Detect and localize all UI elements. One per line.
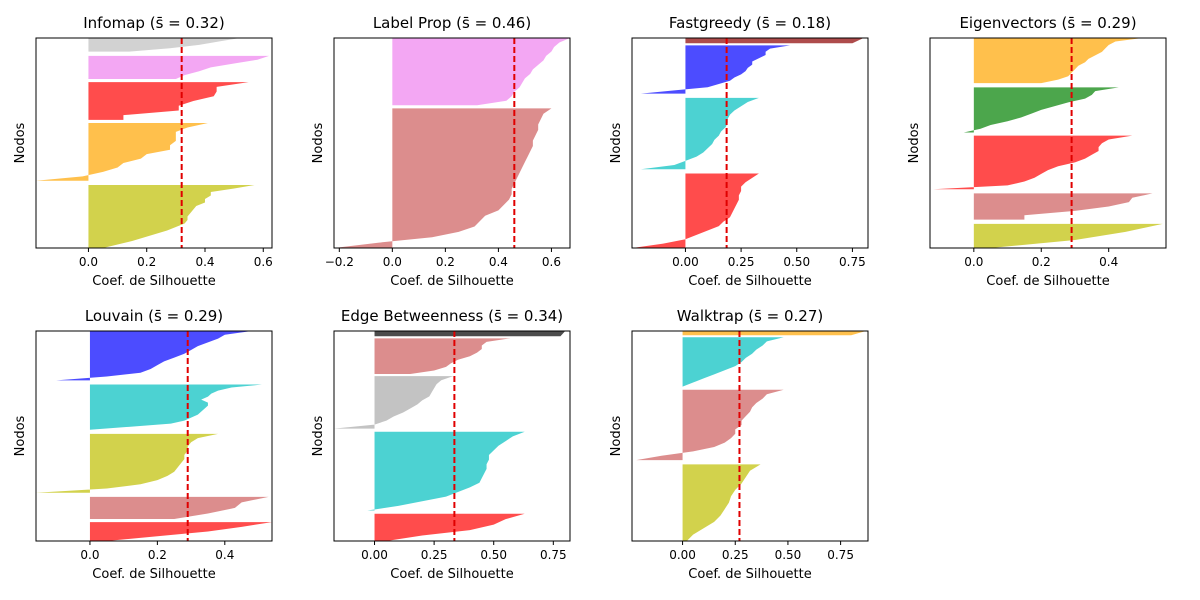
x-tick-label: 0.25 xyxy=(722,548,749,562)
x-tick-label: 0.4 xyxy=(215,548,234,562)
x-tick-label: 0.2 xyxy=(436,255,455,269)
subplot-fastgreedy: Fastgreedy (s̄ = 0.18) 0.00 0.25 0.50 0.75 Co… xyxy=(609,14,869,289)
subplot-title: Fastgreedy (s̄ = 0.18) xyxy=(669,14,831,32)
x-tick-label: 0.75 xyxy=(540,548,567,562)
y-axis-label: Nodos xyxy=(609,122,624,163)
cluster-silhouette-1 xyxy=(682,331,866,336)
cluster-silhouette-4 xyxy=(973,193,1153,220)
cluster-silhouette-3 xyxy=(933,135,1133,190)
cluster-silhouette-5 xyxy=(89,522,272,541)
subplot-label-prop: Label Prop (s̄ = 0.46) −0.2 0.0 0.2 0.4 0.6 Co… xyxy=(311,14,571,289)
subplot-infomap: Infomap (s̄ = 0.32) 0.0 0.2 0.4 0.6 Coef. de … xyxy=(13,14,273,289)
x-tick-label: 0.00 xyxy=(672,255,699,269)
subplot-edge-betweenness: Edge Betweenness (s̄ = 0.34) 0.00 0.25 0.50… xyxy=(311,307,571,582)
cluster-silhouette-4 xyxy=(36,123,208,181)
x-tick-label: 0.0 xyxy=(964,255,983,269)
cluster-silhouette-2 xyxy=(963,87,1119,133)
y-axis-label: Nodos xyxy=(311,415,326,456)
x-tick-label: 0.50 xyxy=(783,255,810,269)
x-axis-label: Coef. de Silhouette xyxy=(92,567,215,582)
subplot-title: Edge Betweenness (s̄ = 0.34) xyxy=(341,307,563,325)
y-axis-label: Nodos xyxy=(609,415,624,456)
axes-frame xyxy=(631,330,869,542)
x-tick-label: 0.6 xyxy=(542,255,561,269)
cluster-silhouette-2 xyxy=(89,384,262,430)
x-tick-label: 0.4 xyxy=(489,255,508,269)
axes-frame xyxy=(631,37,869,249)
x-axis-label: Coef. de Silhouette xyxy=(390,274,513,289)
cluster-silhouette-2 xyxy=(374,338,511,375)
cluster-silhouette-5 xyxy=(374,513,525,541)
subplot-title: Walktrap (s̄ = 0.27) xyxy=(677,307,823,325)
x-axis-label: Coef. de Silhouette xyxy=(92,274,215,289)
y-axis-label: Nodos xyxy=(13,122,28,163)
x-tick-label: 0.25 xyxy=(421,548,448,562)
subplot-title: Infomap (s̄ = 0.32) xyxy=(83,14,225,32)
subplot-walktrap: Walktrap (s̄ = 0.27) 0.00 0.25 0.50 0.75 Coef… xyxy=(609,307,869,582)
cluster-silhouette-1 xyxy=(392,38,570,106)
x-tick-label: 0.6 xyxy=(254,255,273,269)
subplot-title: Eigenvectors (s̄ = 0.29) xyxy=(959,14,1136,32)
cluster-silhouette-1 xyxy=(56,331,252,381)
x-tick-label: 0.75 xyxy=(827,548,854,562)
cluster-silhouette-1 xyxy=(374,331,566,337)
x-tick-label: −0.2 xyxy=(325,255,354,269)
cluster-silhouette-4 xyxy=(89,496,269,519)
cluster-silhouette-5 xyxy=(88,185,255,248)
x-tick-label: 0.25 xyxy=(728,255,755,269)
x-axis-label: Coef. de Silhouette xyxy=(688,567,811,582)
axes-frame xyxy=(333,37,571,249)
y-axis-label: Nodos xyxy=(13,415,28,456)
cluster-silhouette-3 xyxy=(36,433,219,493)
x-tick-label: 0.4 xyxy=(195,255,214,269)
x-tick-label: 0.50 xyxy=(480,548,507,562)
cluster-silhouette-4 xyxy=(682,464,761,541)
axes-frame xyxy=(35,330,273,542)
x-tick-label: 0.0 xyxy=(79,255,98,269)
cluster-silhouette-1 xyxy=(685,38,864,44)
cluster-silhouette-4 xyxy=(367,431,525,511)
cluster-silhouette-3 xyxy=(88,82,249,120)
axes-frame xyxy=(35,37,273,249)
axes-frame xyxy=(929,37,1167,249)
subplot-title: Louvain (s̄ = 0.29) xyxy=(85,307,223,325)
cluster-silhouette-3 xyxy=(636,389,784,461)
axes-frame xyxy=(333,330,571,542)
cluster-silhouette-3 xyxy=(334,376,454,429)
cluster-silhouette-2 xyxy=(640,45,791,94)
x-tick-label: 0.2 xyxy=(1032,255,1051,269)
x-tick-label: 0.00 xyxy=(669,548,696,562)
x-tick-label: 0.2 xyxy=(137,255,156,269)
x-tick-label: 0.75 xyxy=(839,255,866,269)
subplot-eigenvectors: Eigenvectors (s̄ = 0.29) 0.0 0.2 0.4 Coef. d… xyxy=(907,14,1167,289)
cluster-silhouette-4 xyxy=(632,173,759,248)
x-tick-label: 0.0 xyxy=(383,255,402,269)
subplot-title: Label Prop (s̄ = 0.46) xyxy=(373,14,531,32)
x-axis-label: Coef. de Silhouette xyxy=(688,274,811,289)
x-tick-label: 0.4 xyxy=(1099,255,1118,269)
cluster-silhouette-3 xyxy=(640,97,759,170)
y-axis-label: Nodos xyxy=(907,122,922,163)
cluster-silhouette-2 xyxy=(334,108,552,248)
x-axis-label: Coef. de Silhouette xyxy=(390,567,513,582)
cluster-silhouette-2 xyxy=(88,55,270,79)
x-axis-label: Coef. de Silhouette xyxy=(986,274,1109,289)
cluster-silhouette-5 xyxy=(973,223,1163,248)
y-axis-label: Nodos xyxy=(311,122,326,163)
x-tick-label: 0.2 xyxy=(148,548,167,562)
cluster-silhouette-1 xyxy=(973,38,1143,84)
x-tick-label: 0.00 xyxy=(361,548,388,562)
x-tick-label: 0.0 xyxy=(80,548,99,562)
cluster-silhouette-2 xyxy=(682,337,784,387)
cluster-silhouette-1 xyxy=(88,38,240,52)
x-tick-label: 0.50 xyxy=(775,548,802,562)
